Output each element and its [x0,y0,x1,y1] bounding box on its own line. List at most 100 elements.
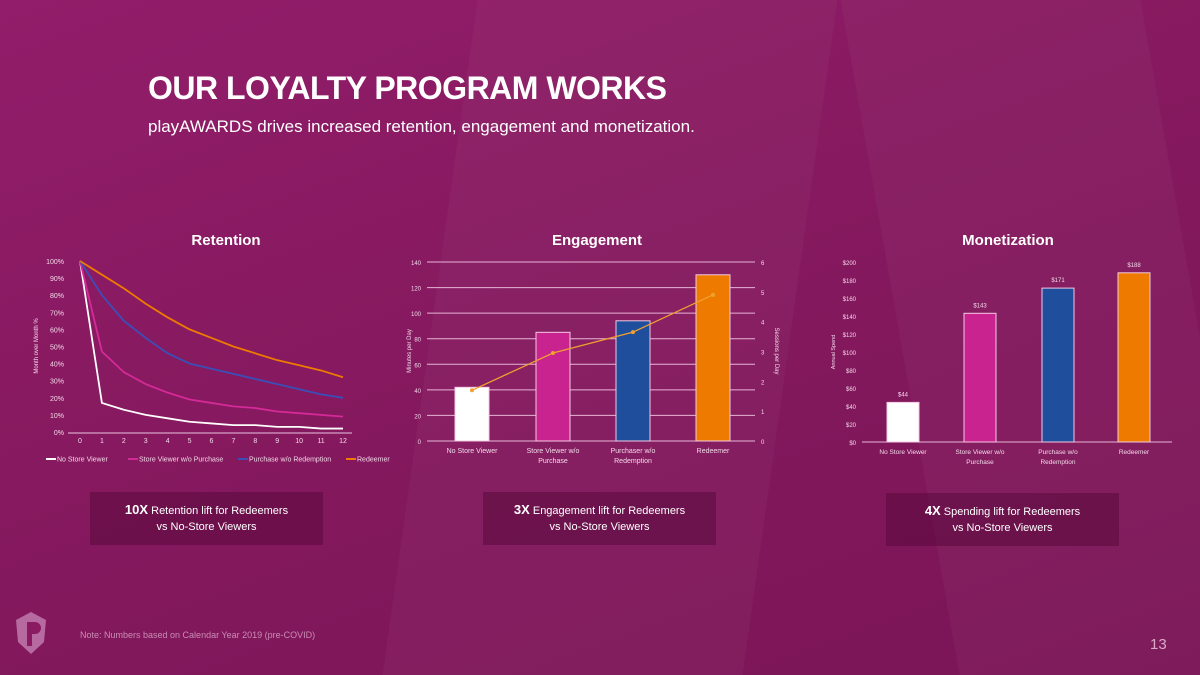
y2-tick-label: 1 [761,410,765,416]
data-label: $143 [973,303,987,309]
data-label: $188 [1127,263,1141,269]
callout-text: Retention lift for Redeemers [148,505,289,517]
y2-tick-label: 3 [761,351,765,357]
sessions-line [471,294,714,391]
y-tick-label: 60% [50,327,64,334]
bar [1041,287,1075,443]
series-line [79,260,344,379]
y2-axis-label: Sessions per Day [773,327,779,374]
y-tick-label: $180 [843,279,857,285]
callout-text-line2: vs No-Store Viewers [156,521,257,533]
y-tick-label: 0% [54,430,64,437]
bar [615,320,651,442]
engagement-chart-title: Engagement [551,232,642,249]
x-tick-label: 3 [144,438,148,445]
y-tick-label: 40 [414,389,421,395]
bar [886,401,920,443]
x-tick-label: 0 [78,438,82,445]
retention-chart-title: Retention [191,232,261,249]
x-tick-label: 4 [166,438,170,445]
page-number: 13 [1150,636,1167,653]
y-axis-label: Annual Spend [831,335,837,370]
x-tick-label: Store Viewer w/o [955,449,1004,456]
x-tick-label: 11 [317,438,324,445]
x-tick-label: Purchase [538,458,568,465]
y-axis-label: Minutes per Day [407,329,413,373]
y2-tick-label: 4 [761,321,765,327]
y2-tick-label: 6 [761,261,765,267]
engagement-callout: 3X Engagement lift for Redeemers vs No-S… [483,492,716,545]
monetization-callout: 4X Spending lift for Redeemers vs No-Sto… [886,493,1119,546]
y-tick-label: $20 [846,423,857,429]
x-tick-label: Purchase w/o [1038,449,1078,456]
x-tick-label: 12 [339,438,347,445]
monetization-chart-title: Monetization [962,232,1054,249]
y-tick-label: 10% [50,413,64,420]
y-axis-label: Month over Month % [34,318,40,374]
sessions-point [711,292,715,297]
x-tick-label: Redeemer [1119,449,1150,456]
x-tick-label: No Store Viewer [879,449,927,456]
y-tick-label: $140 [843,315,857,321]
callout-multiplier: 10X [124,502,149,517]
bar [454,386,490,442]
callout-text: Engagement lift for Redeemers [529,505,686,517]
bar [535,331,571,442]
x-tick-label: 10 [295,438,303,445]
y-tick-label: $200 [843,261,857,267]
sessions-point [631,330,635,335]
y-tick-label: 90% [50,276,64,283]
y2-tick-label: 2 [761,380,765,386]
sessions-point [551,350,555,355]
page-subtitle: playAWARDS drives increased retention, e… [148,117,695,136]
playawards-shield-logo-icon [16,612,46,654]
x-tick-label: Purchase [966,459,994,466]
x-tick-label: 6 [210,438,214,445]
y-tick-label: $40 [846,405,857,411]
y-tick-label: $0 [849,441,856,447]
page-title: OUR LOYALTY PROGRAM WORKS [148,70,667,106]
y-tick-label: $60 [846,387,857,393]
data-label: $171 [1051,278,1065,284]
x-tick-label: 9 [275,438,279,445]
bar [695,274,731,442]
bar [963,312,997,443]
y2-tick-label: 0 [761,440,765,446]
callout-multiplier: 4X [924,503,941,518]
x-tick-label: 7 [231,438,235,445]
series-line [79,260,344,418]
y-tick-label: 100 [411,312,422,318]
y-tick-label: 40% [50,362,64,369]
x-tick-label: Redeemer [697,448,730,455]
legend-label: Store Viewer w/o Purchase [139,457,223,464]
y-tick-label: 100% [46,259,64,266]
callout-text: Spending lift for Redeemers [940,506,1081,518]
y-tick-label: 120 [411,287,422,293]
y-tick-label: 20 [414,414,421,420]
x-tick-label: 8 [253,438,257,445]
y-tick-label: $80 [846,369,857,375]
y-tick-label: 80% [50,293,64,300]
retention-callout: 10X Retention lift for Redeemers vs No-S… [90,492,323,545]
y-tick-label: 50% [50,345,64,352]
y-tick-label: 20% [50,396,64,403]
y-tick-label: 30% [50,379,64,386]
legend-label: Redeemer [357,457,390,464]
y-tick-label: $100 [843,351,857,357]
callout-multiplier: 3X [513,502,530,517]
x-tick-label: 5 [188,438,192,445]
series-line [79,260,343,430]
legend-label: Purchase w/o Redemption [249,457,331,464]
legend-label: No Store Viewer [57,457,109,464]
series-line [79,260,344,399]
y-tick-label: $120 [843,333,857,339]
x-tick-label: 2 [122,438,126,445]
sessions-point [470,388,474,393]
x-tick-label: Redemption [614,458,652,465]
x-tick-label: 1 [100,438,104,445]
bar [1117,272,1151,443]
y-tick-label: 80 [414,338,421,344]
callout-text-line2: vs No-Store Viewers [549,521,650,533]
y-tick-label: 0 [418,440,422,446]
